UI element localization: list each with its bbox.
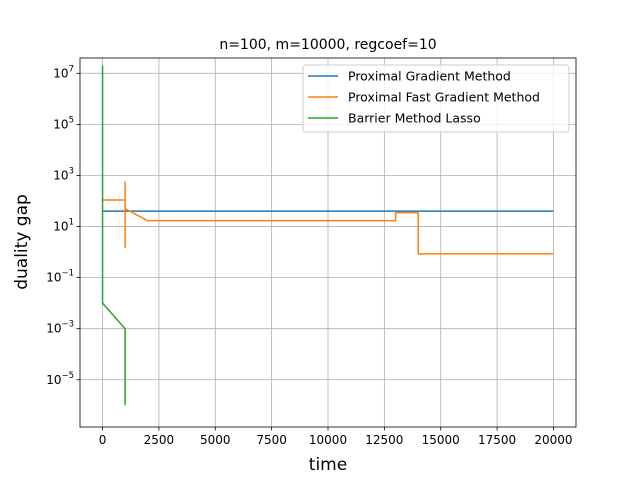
x-tick-label: 0: [99, 433, 107, 447]
y-tick-label: 10−1: [46, 269, 74, 285]
y-tick-base: 10: [53, 220, 68, 234]
y-tick-exponent: 3: [69, 166, 74, 176]
y-tick-base: 10: [46, 322, 61, 336]
legend-items: Proximal Gradient Method Proximal Fast Gr…: [308, 69, 540, 126]
legend-box: [302, 64, 570, 133]
y-tick-label: 10−5: [46, 371, 74, 387]
legend-label: Proximal Gradient Method: [348, 69, 511, 84]
y-tick-base: 10: [53, 117, 68, 131]
x-tick-label: 2500: [144, 433, 175, 447]
x-axis-label: time: [309, 455, 347, 475]
axis-ticks: 0 2500 5000 7500 10000 12500 15000 17500 20000 10…: [46, 64, 572, 447]
x-tick-label: 10000: [309, 433, 347, 447]
x-tick-label: 12500: [365, 433, 403, 447]
y-tick-label: 101: [53, 218, 74, 234]
y-tick-label: 10−3: [46, 320, 74, 336]
chart-title: n=100, m=10000, regcoef=10: [219, 37, 436, 53]
y-tick-exponent: −1: [61, 269, 74, 279]
y-tick-exponent: −3: [61, 320, 74, 330]
legend-label: Proximal Fast Gradient Method: [348, 90, 540, 105]
legend: Proximal Gradient Method Proximal Fast Gr…: [302, 64, 570, 133]
x-tick-label: 20000: [534, 433, 572, 447]
y-tick-exponent: 5: [69, 115, 74, 125]
series-line: [101, 65, 126, 406]
legend-label: Barrier Method Lasso: [348, 111, 481, 126]
series-line: [102, 181, 554, 255]
y-tick-base: 10: [53, 66, 68, 80]
y-tick-label: 103: [53, 166, 74, 182]
y-tick-base: 10: [46, 373, 61, 387]
y-tick-exponent: 7: [69, 64, 74, 74]
y-tick-label: 105: [53, 115, 74, 131]
x-tick-label: 15000: [422, 433, 460, 447]
y-tick-label: 107: [53, 64, 74, 80]
series-lines: [101, 65, 554, 406]
y-tick-base: 10: [53, 168, 68, 182]
x-tick-label: 7500: [256, 433, 287, 447]
y-tick-base: 10: [46, 271, 61, 285]
y-axis-label: duality gap: [12, 194, 32, 290]
y-tick-exponent: −5: [61, 371, 74, 381]
y-tick-exponent: 1: [69, 218, 74, 228]
x-tick-label: 5000: [200, 433, 231, 447]
x-tick-label: 17500: [478, 433, 516, 447]
